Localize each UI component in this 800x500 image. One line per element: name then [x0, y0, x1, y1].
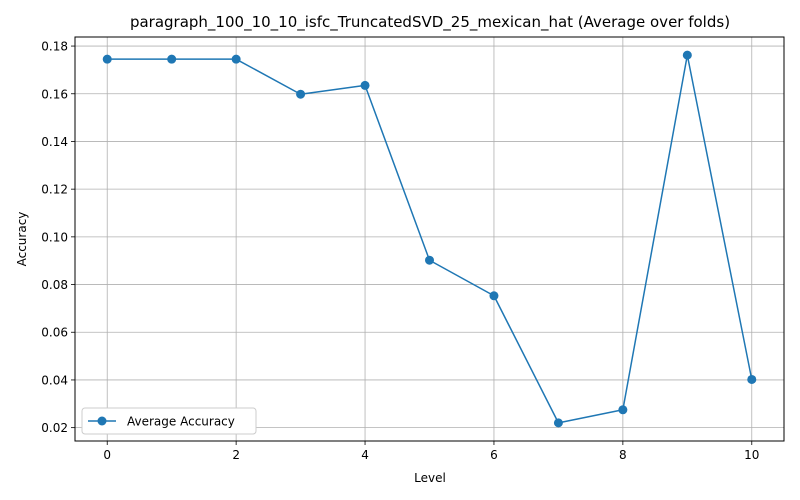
y-tick-label: 0.06	[41, 326, 68, 340]
x-axis-label: Level	[414, 471, 446, 485]
data-point	[231, 54, 241, 64]
data-point	[682, 50, 692, 60]
y-tick-label: 0.02	[41, 421, 68, 435]
x-tick-label: 2	[232, 448, 240, 462]
axis-ticks: 0 2 4 6 8 10 0.02 0.04 0.06 0.08 0.10 0.12 0.14 0.16 0…	[41, 40, 759, 462]
y-tick-label: 0.12	[41, 183, 68, 197]
y-axis-label: Accuracy	[15, 212, 29, 267]
y-tick-label: 0.16	[41, 87, 68, 101]
x-tick-label: 10	[744, 448, 759, 462]
y-tick-label: 0.08	[41, 278, 68, 292]
legend-marker-sample	[97, 416, 107, 426]
legend-label: Average Accuracy	[127, 415, 235, 429]
legend: Average Accuracy	[81, 407, 257, 435]
data-point	[489, 291, 499, 301]
plot-frame	[74, 36, 785, 442]
data-point	[747, 374, 757, 384]
legend-box	[81, 407, 257, 435]
data-point	[167, 54, 177, 64]
series-layer	[102, 50, 757, 428]
data-point	[553, 418, 563, 428]
data-point	[425, 255, 434, 265]
chart-title: paragraph_100_10_10_isfc_TruncatedSVD_25…	[130, 13, 730, 32]
y-tick-label: 0.04	[41, 373, 68, 387]
grid	[75, 37, 784, 441]
data-point	[360, 80, 370, 90]
y-tick-label: 0.10	[41, 230, 68, 244]
x-tick-label: 4	[361, 448, 369, 462]
y-tick-label: 0.14	[41, 135, 68, 149]
data-point	[618, 405, 628, 415]
x-tick-label: 0	[103, 448, 111, 462]
data-point	[102, 54, 112, 64]
y-tick-label: 0.18	[41, 40, 68, 54]
data-point	[296, 89, 306, 99]
x-tick-label: 8	[619, 448, 627, 462]
x-tick-label: 6	[490, 448, 498, 462]
